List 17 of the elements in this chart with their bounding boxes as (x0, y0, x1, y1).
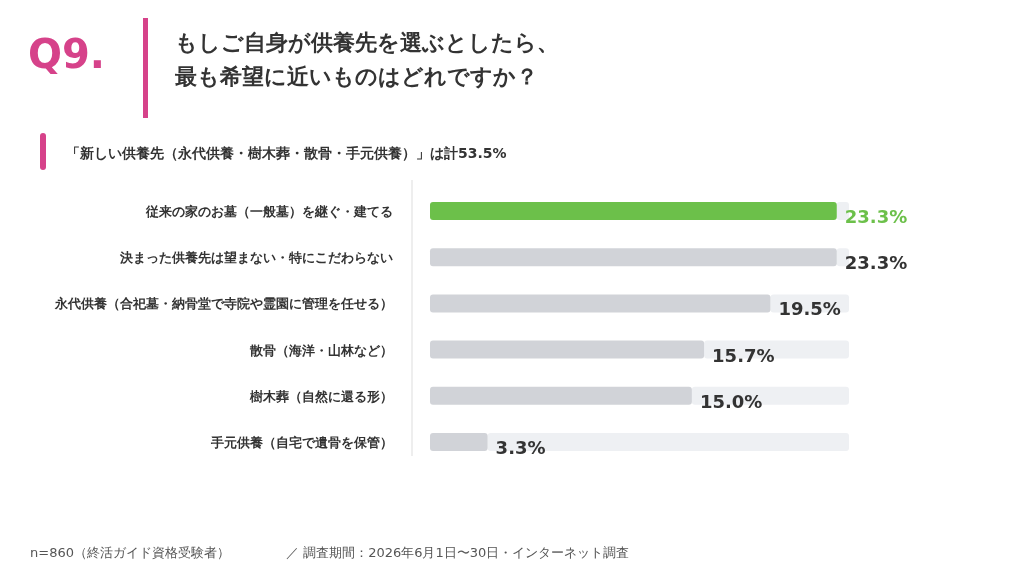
y-tick-label: 永代供養（合祀墓・納骨堂で寺院や霊園に管理を任せる） (54, 296, 393, 312)
data-label: 23.3% (844, 252, 908, 274)
data-label: 19.5% (778, 298, 841, 320)
title: もしご自身が供養先を選ぶとしたら、最も希望に近いものはどれですか？ (175, 30, 559, 89)
data-label: 3.3% (495, 437, 546, 458)
data-label: 15.0% (699, 390, 763, 412)
y-tick-label: 手元供養（自宅で遺骨を保管） (210, 435, 393, 450)
data-label: 23.3% (844, 206, 908, 227)
text: ／ 調査期間：2026年6月1日〜30日・インターネット調査 (286, 545, 630, 560)
text: n=860（終活ガイド資格受験者） (30, 545, 230, 560)
y-tick-label: 樹木葬（自然に還る形） (249, 388, 393, 404)
y-tick-label: 従来の家のお墓（一般墓）を継ぐ・建てる (145, 204, 393, 219)
y-tick-label: 決まった供養先は望まない・特にこだわらない (119, 250, 393, 266)
question-number: Q9. (28, 31, 106, 77)
y-tick-label: 散骨（海洋・山林など） (249, 342, 393, 358)
data-label: 15.7% (712, 344, 775, 366)
subtitle: 「新しい供養先（永代供養・樹木葬・散骨・手元供養）」は計53.5% (66, 145, 507, 161)
